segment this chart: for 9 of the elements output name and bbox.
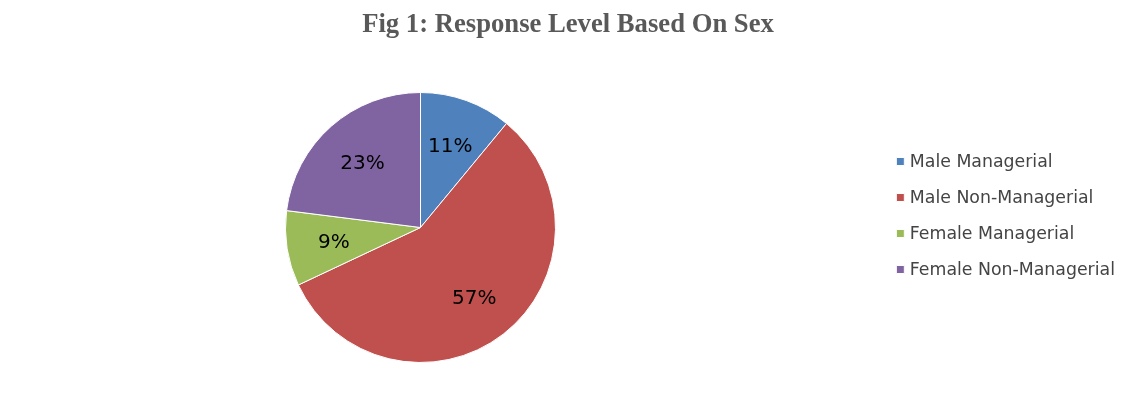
legend-label: Female Non-Managerial [909,258,1115,279]
data-label: 57% [452,284,497,309]
data-label: 23% [340,149,385,174]
data-label: 9% [317,229,350,254]
chart-title: Fig 1: Response Level Based On Sex [362,7,775,38]
legend-label: Male Managerial [909,150,1053,171]
legend-label: Male Non-Managerial [909,186,1094,207]
data-label: 11% [428,132,473,157]
legend-label: Female Managerial [909,222,1075,243]
